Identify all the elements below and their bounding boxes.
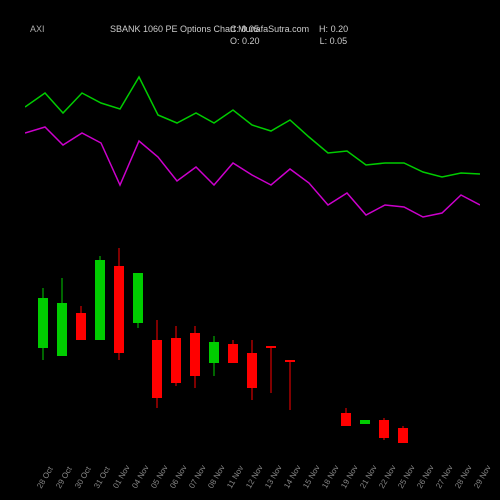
x-tick: 06 Nov (168, 464, 188, 490)
candle (114, 248, 124, 360)
candle (228, 340, 238, 363)
candle (190, 326, 200, 388)
x-tick: 28 Oct (35, 465, 55, 490)
candle (171, 326, 181, 386)
candle (57, 278, 67, 356)
line-series (25, 77, 480, 177)
x-tick: 27 Nov (434, 464, 454, 490)
ohlc-row-2: O: 0.20 L: 0.05 (230, 36, 347, 46)
candle (266, 346, 276, 393)
x-tick: 15 Nov (301, 464, 321, 490)
ohlc-row-1: C: 0.05 H: 0.20 (230, 24, 348, 34)
x-tick: 29 Nov (472, 464, 492, 490)
x-tick: 28 Nov (453, 464, 473, 490)
x-tick: 25 Nov (396, 464, 416, 490)
x-tick: 14 Nov (282, 464, 302, 490)
candle (379, 418, 389, 440)
x-tick: 01 Nov (111, 464, 131, 490)
x-axis: 28 Oct29 Oct30 Oct31 Oct01 Nov04 Nov05 N… (25, 450, 480, 490)
candle (209, 336, 219, 376)
x-tick: 07 Nov (187, 464, 207, 490)
line-chart (25, 55, 480, 240)
candlestick-chart (25, 248, 480, 448)
x-tick: 29 Oct (54, 465, 74, 490)
x-tick: 21 Nov (358, 464, 378, 490)
x-tick: 11 Nov (225, 464, 245, 490)
ticker: AXI (30, 24, 45, 34)
x-tick: 13 Nov (263, 464, 283, 490)
candle (95, 256, 105, 340)
x-tick: 19 Nov (339, 464, 359, 490)
candle (38, 288, 48, 360)
candle (360, 420, 370, 424)
x-tick: 31 Oct (92, 465, 112, 490)
candle (247, 340, 257, 400)
candle (341, 408, 351, 426)
x-tick: 30 Oct (73, 465, 93, 490)
candle (152, 320, 162, 408)
x-tick: 22 Nov (377, 464, 397, 490)
x-tick: 26 Nov (415, 464, 435, 490)
line-series (25, 127, 480, 217)
x-tick: 08 Nov (206, 464, 226, 490)
candle (398, 426, 408, 443)
candle (133, 273, 143, 328)
candle (76, 306, 86, 340)
x-tick: 18 Nov (320, 464, 340, 490)
x-tick: 12 Nov (244, 464, 264, 490)
candle (285, 360, 295, 410)
x-tick: 05 Nov (149, 464, 169, 490)
x-tick: 04 Nov (130, 464, 150, 490)
